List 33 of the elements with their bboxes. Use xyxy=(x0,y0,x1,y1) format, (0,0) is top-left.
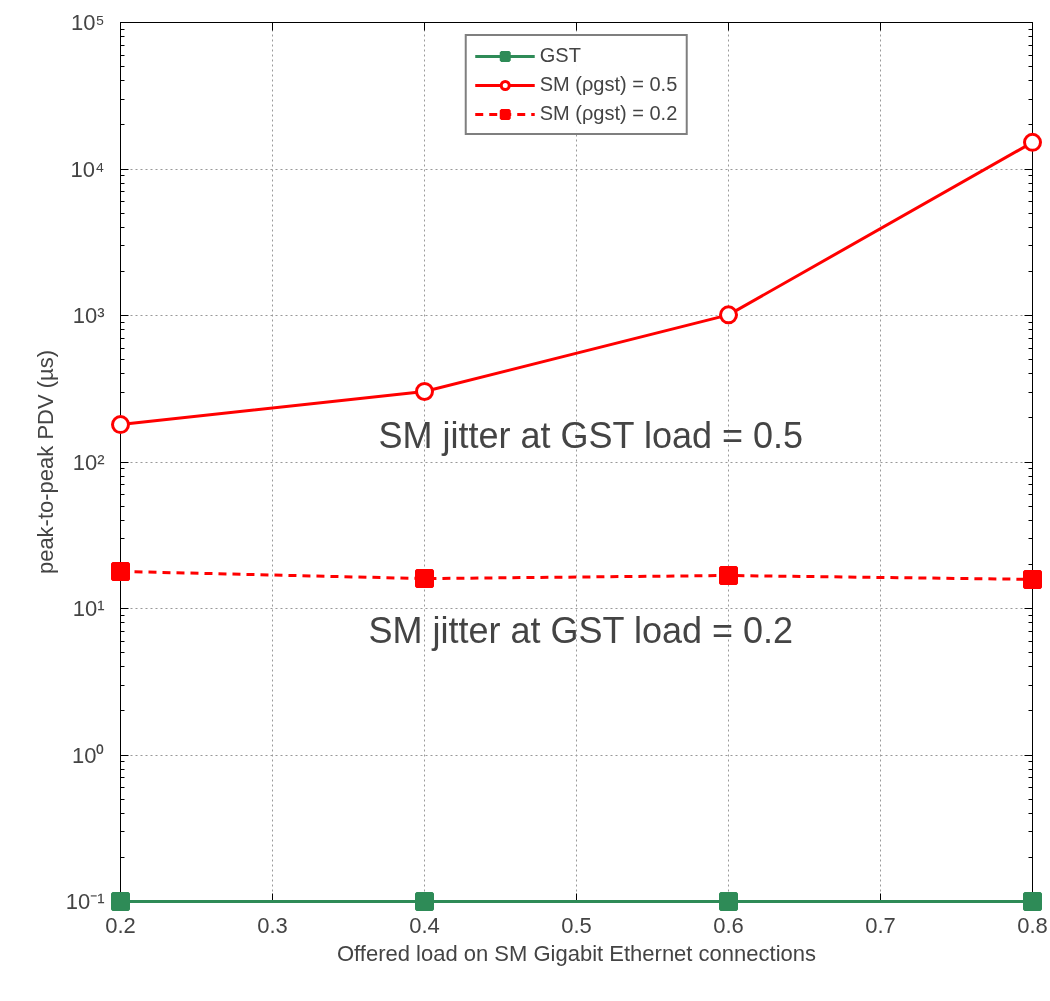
annotation: SM jitter at GST load = 0.2 xyxy=(368,609,794,651)
point xyxy=(111,892,130,911)
point xyxy=(111,561,130,581)
point xyxy=(415,381,434,401)
x-tick-label: 0.3 xyxy=(257,912,288,938)
legend-label: SM (ρgst) = 0.2 xyxy=(539,102,678,125)
point xyxy=(1023,132,1042,152)
point xyxy=(1023,892,1042,911)
x-tick-label: 0.7 xyxy=(865,912,896,938)
point xyxy=(111,415,130,435)
point xyxy=(415,892,434,911)
y-tick-label: 10¹ xyxy=(72,596,105,621)
x-tick-label: 0.8 xyxy=(1017,912,1048,938)
y-tick-label: 10³ xyxy=(72,303,105,328)
x-tick-label: 0.2 xyxy=(105,912,136,938)
y-tick-label: 10⁻¹ xyxy=(65,889,105,914)
legend-label: SM (ρgst) = 0.5 xyxy=(539,73,678,96)
x-axis-title: Offered load on SM Gigabit Ethernet connections xyxy=(337,940,816,966)
point xyxy=(415,569,434,589)
y-tick-label: 10⁵ xyxy=(70,10,105,35)
y-tick-label: 10⁴ xyxy=(70,156,105,182)
point xyxy=(719,565,738,585)
point xyxy=(1023,569,1042,589)
point xyxy=(719,892,738,911)
y-tick-label: 10⁰ xyxy=(72,742,105,768)
y-tick-label: 10² xyxy=(72,449,105,475)
x-tick-label: 0.4 xyxy=(409,912,440,938)
x-tick-label: 0.5 xyxy=(561,912,592,938)
point xyxy=(719,305,738,325)
y-axis-title: peak-to-peak PDV (µs) xyxy=(32,349,58,575)
x-tick-label: 0.6 xyxy=(713,912,744,938)
legend-label: GST xyxy=(539,44,581,67)
annotation: SM jitter at GST load = 0.5 xyxy=(378,414,804,456)
